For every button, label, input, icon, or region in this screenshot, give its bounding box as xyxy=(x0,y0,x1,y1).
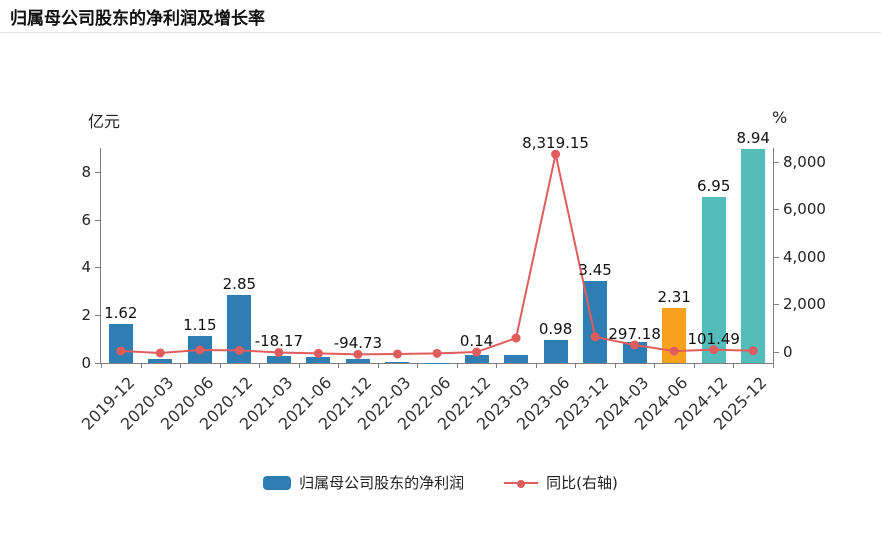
x-axis-tick xyxy=(773,363,774,368)
x-axis-tick xyxy=(456,363,458,368)
x-axis-tick xyxy=(535,363,537,368)
yoy-point xyxy=(392,349,402,359)
right-axis-unit-label: % xyxy=(772,108,788,127)
legend: 归属母公司股东的净利润 同比(右轴) xyxy=(0,472,881,493)
y-axis-right-tick-label: 0 xyxy=(783,343,793,362)
y-axis-right-tick-label: 6,000 xyxy=(783,200,826,219)
net-profit-bar xyxy=(504,355,529,363)
value-label: 6.95 xyxy=(697,176,731,195)
value-label: 101.49 xyxy=(687,329,740,348)
y-axis-right-tick xyxy=(773,256,779,258)
y-axis-left-tick-label: 2 xyxy=(81,306,91,325)
x-axis-tick xyxy=(259,363,261,368)
y-axis-right-tick xyxy=(773,209,779,211)
value-label: 0.14 xyxy=(459,332,494,351)
legend-item-yoy: 同比(右轴) xyxy=(504,472,618,493)
net-profit-bar xyxy=(385,361,410,363)
x-axis-tick xyxy=(654,363,656,368)
y-axis-right-tick-label: 8,000 xyxy=(783,152,826,171)
value-label: -18.17 xyxy=(254,332,304,351)
yoy-point xyxy=(709,345,719,355)
yoy-point xyxy=(274,347,284,357)
x-axis-tick xyxy=(614,363,616,368)
x-axis-tick xyxy=(733,363,735,368)
net-profit-bar xyxy=(425,362,449,364)
x-axis-tick xyxy=(575,363,577,368)
x-axis-tick xyxy=(219,363,221,368)
y-axis-left-tick xyxy=(95,219,101,221)
x-axis-tick xyxy=(693,363,695,368)
y-axis-left-tick-label: 8 xyxy=(81,162,91,181)
yoy-point xyxy=(195,345,205,355)
yoy-point xyxy=(511,333,521,343)
y-axis-right-tick xyxy=(773,304,779,306)
yoy-point xyxy=(551,149,561,159)
x-axis-tick xyxy=(338,363,340,368)
yoy-line-layer xyxy=(116,149,758,359)
value-label: 0.98 xyxy=(538,319,573,338)
net-profit-bar xyxy=(464,354,489,363)
yoy-point xyxy=(590,332,600,342)
value-label: 3.45 xyxy=(578,260,612,279)
yoy-point xyxy=(748,346,758,356)
net-profit-bar xyxy=(148,359,173,363)
value-label: 8.94 xyxy=(736,129,770,148)
yoy-line-swatch-icon xyxy=(504,476,539,490)
y-axis-left-tick-label: 4 xyxy=(81,258,91,277)
y-axis-right-tick xyxy=(773,352,779,354)
y-axis-left-tick xyxy=(95,267,101,269)
y-axis-left-tick xyxy=(95,315,101,317)
net-profit-bar xyxy=(741,149,766,363)
y-axis-right-tick xyxy=(773,161,779,163)
value-label: 1.62 xyxy=(104,304,138,323)
x-axis-tick xyxy=(377,363,379,368)
yoy-point xyxy=(472,347,482,357)
legend-item-net-profit: 归属母公司股东的净利润 xyxy=(263,472,464,493)
value-label: 297.18 xyxy=(608,324,661,343)
value-label: 2.85 xyxy=(222,274,257,293)
legend-yoy-label: 同比(右轴) xyxy=(546,474,618,492)
value-label: -94.73 xyxy=(333,334,383,353)
yoy-point xyxy=(353,349,363,359)
y-axis-left-tick-label: 0 xyxy=(81,354,91,372)
chart-plot-area: 0 2 4 6 8 0 2,000 4,000 6,000 8,000 2019-12 2020-03… xyxy=(77,130,825,434)
left-axis-unit-label: 亿元 xyxy=(88,112,121,131)
net-profit-bar xyxy=(701,196,726,363)
net-profit-bar xyxy=(583,280,608,363)
x-axis-tick xyxy=(298,363,300,368)
yoy-point xyxy=(155,348,165,358)
y-axis-left-tick xyxy=(95,363,101,364)
net-profit-bar xyxy=(345,358,370,363)
x-axis-tick xyxy=(417,363,419,368)
y-axis-right-tick-label: 4,000 xyxy=(783,247,826,266)
value-label: 8,319.15 xyxy=(522,134,589,153)
y-axis-left-tick xyxy=(95,171,101,173)
x-axis-tick xyxy=(140,363,142,368)
x-axis-tick xyxy=(101,363,102,368)
legend-net-profit-label: 归属母公司股东的净利润 xyxy=(299,474,465,492)
yoy-point xyxy=(669,346,679,356)
net-profit-bar xyxy=(543,339,568,363)
y-axis-right-tick-label: 2,000 xyxy=(783,295,826,314)
yoy-point xyxy=(116,346,126,356)
x-axis-tick xyxy=(496,363,498,368)
net-profit-bar xyxy=(622,341,647,363)
page-header: 归属母公司股东的净利润及增长率 xyxy=(0,0,881,33)
value-label: 2.31 xyxy=(657,287,691,306)
yoy-point xyxy=(313,348,323,358)
net-profit-bar-swatch-icon xyxy=(263,475,292,490)
yoy-point xyxy=(234,345,244,355)
net-profit-bar xyxy=(108,324,133,363)
yoy-point xyxy=(432,348,442,358)
yoy-point xyxy=(630,340,640,350)
y-axis-left-tick-label: 6 xyxy=(81,210,91,229)
net-profit-bar xyxy=(306,356,331,363)
x-axis-tick xyxy=(180,363,182,368)
page-title: 归属母公司股东的净利润及增长率 xyxy=(10,8,265,29)
net-profit-bar xyxy=(266,355,291,363)
value-label: 1.15 xyxy=(183,315,217,334)
